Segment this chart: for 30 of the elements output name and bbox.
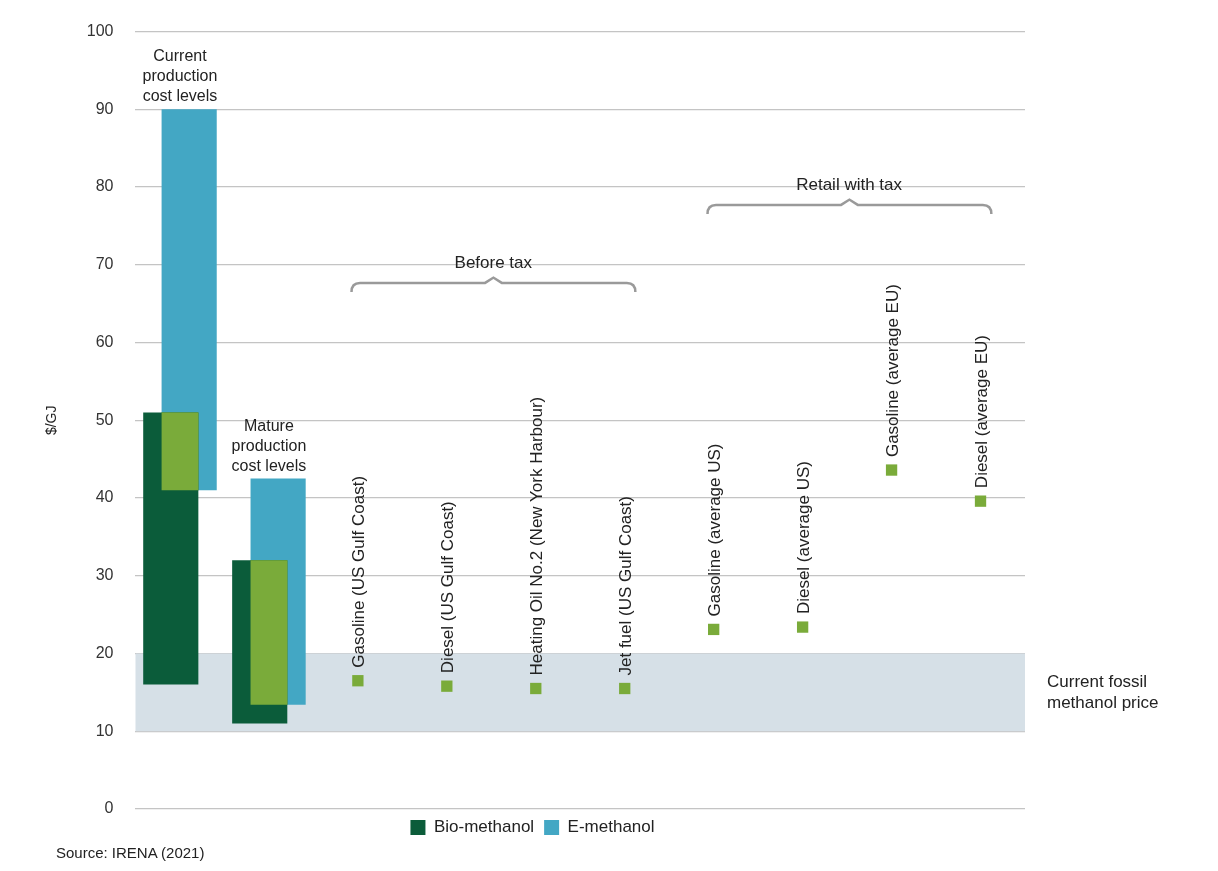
legend-label: E-methanol xyxy=(567,817,655,837)
band-label: Current fossil methanol price xyxy=(1047,671,1159,712)
legend-label: Bio-methanol xyxy=(433,817,535,837)
x-tick-label: Gasoline (average EU) xyxy=(882,284,902,458)
source-note: Source: IRENA (2021) xyxy=(56,844,205,861)
y-tick-label: 10 xyxy=(95,721,114,739)
annotation: Retail with tax xyxy=(796,175,903,195)
y-tick-label: 50 xyxy=(95,410,114,428)
y-tick-label: 60 xyxy=(95,332,114,350)
y-tick-label: 40 xyxy=(95,488,114,506)
x-tick-label: Diesel (average EU) xyxy=(971,335,991,489)
y-tick-label: 0 xyxy=(104,799,114,817)
y-tick-label: 30 xyxy=(95,566,114,584)
y-tick-label: 100 xyxy=(86,22,114,40)
y-axis-title: $/GJ xyxy=(43,405,60,436)
y-tick-label: 80 xyxy=(95,177,114,195)
x-tick-label: Gasoline (average US) xyxy=(704,443,724,617)
x-tick-label: Heating Oil No.2 (New York Harbour) xyxy=(526,396,546,676)
x-tick-label: Jet fuel (US Gulf Coast) xyxy=(615,495,635,676)
y-tick-label: 90 xyxy=(95,99,114,117)
x-tick-label: Current production cost levels xyxy=(142,47,218,105)
x-tick-label: Mature production cost levels xyxy=(231,416,307,474)
x-tick-label: Diesel (average US) xyxy=(793,461,813,615)
x-tick-label: Gasoline (US Gulf Coast) xyxy=(348,475,368,668)
y-tick-label: 70 xyxy=(95,255,114,273)
annotation: Before tax xyxy=(454,253,533,273)
bar xyxy=(161,412,199,491)
bar xyxy=(250,560,288,705)
y-tick-label: 20 xyxy=(95,643,114,661)
x-tick-label: Diesel (US Gulf Coast) xyxy=(437,501,457,674)
